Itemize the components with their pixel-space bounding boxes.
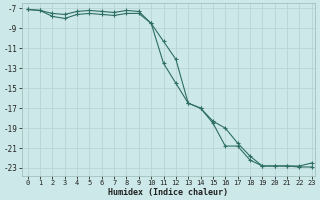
X-axis label: Humidex (Indice chaleur): Humidex (Indice chaleur) [108, 188, 228, 197]
